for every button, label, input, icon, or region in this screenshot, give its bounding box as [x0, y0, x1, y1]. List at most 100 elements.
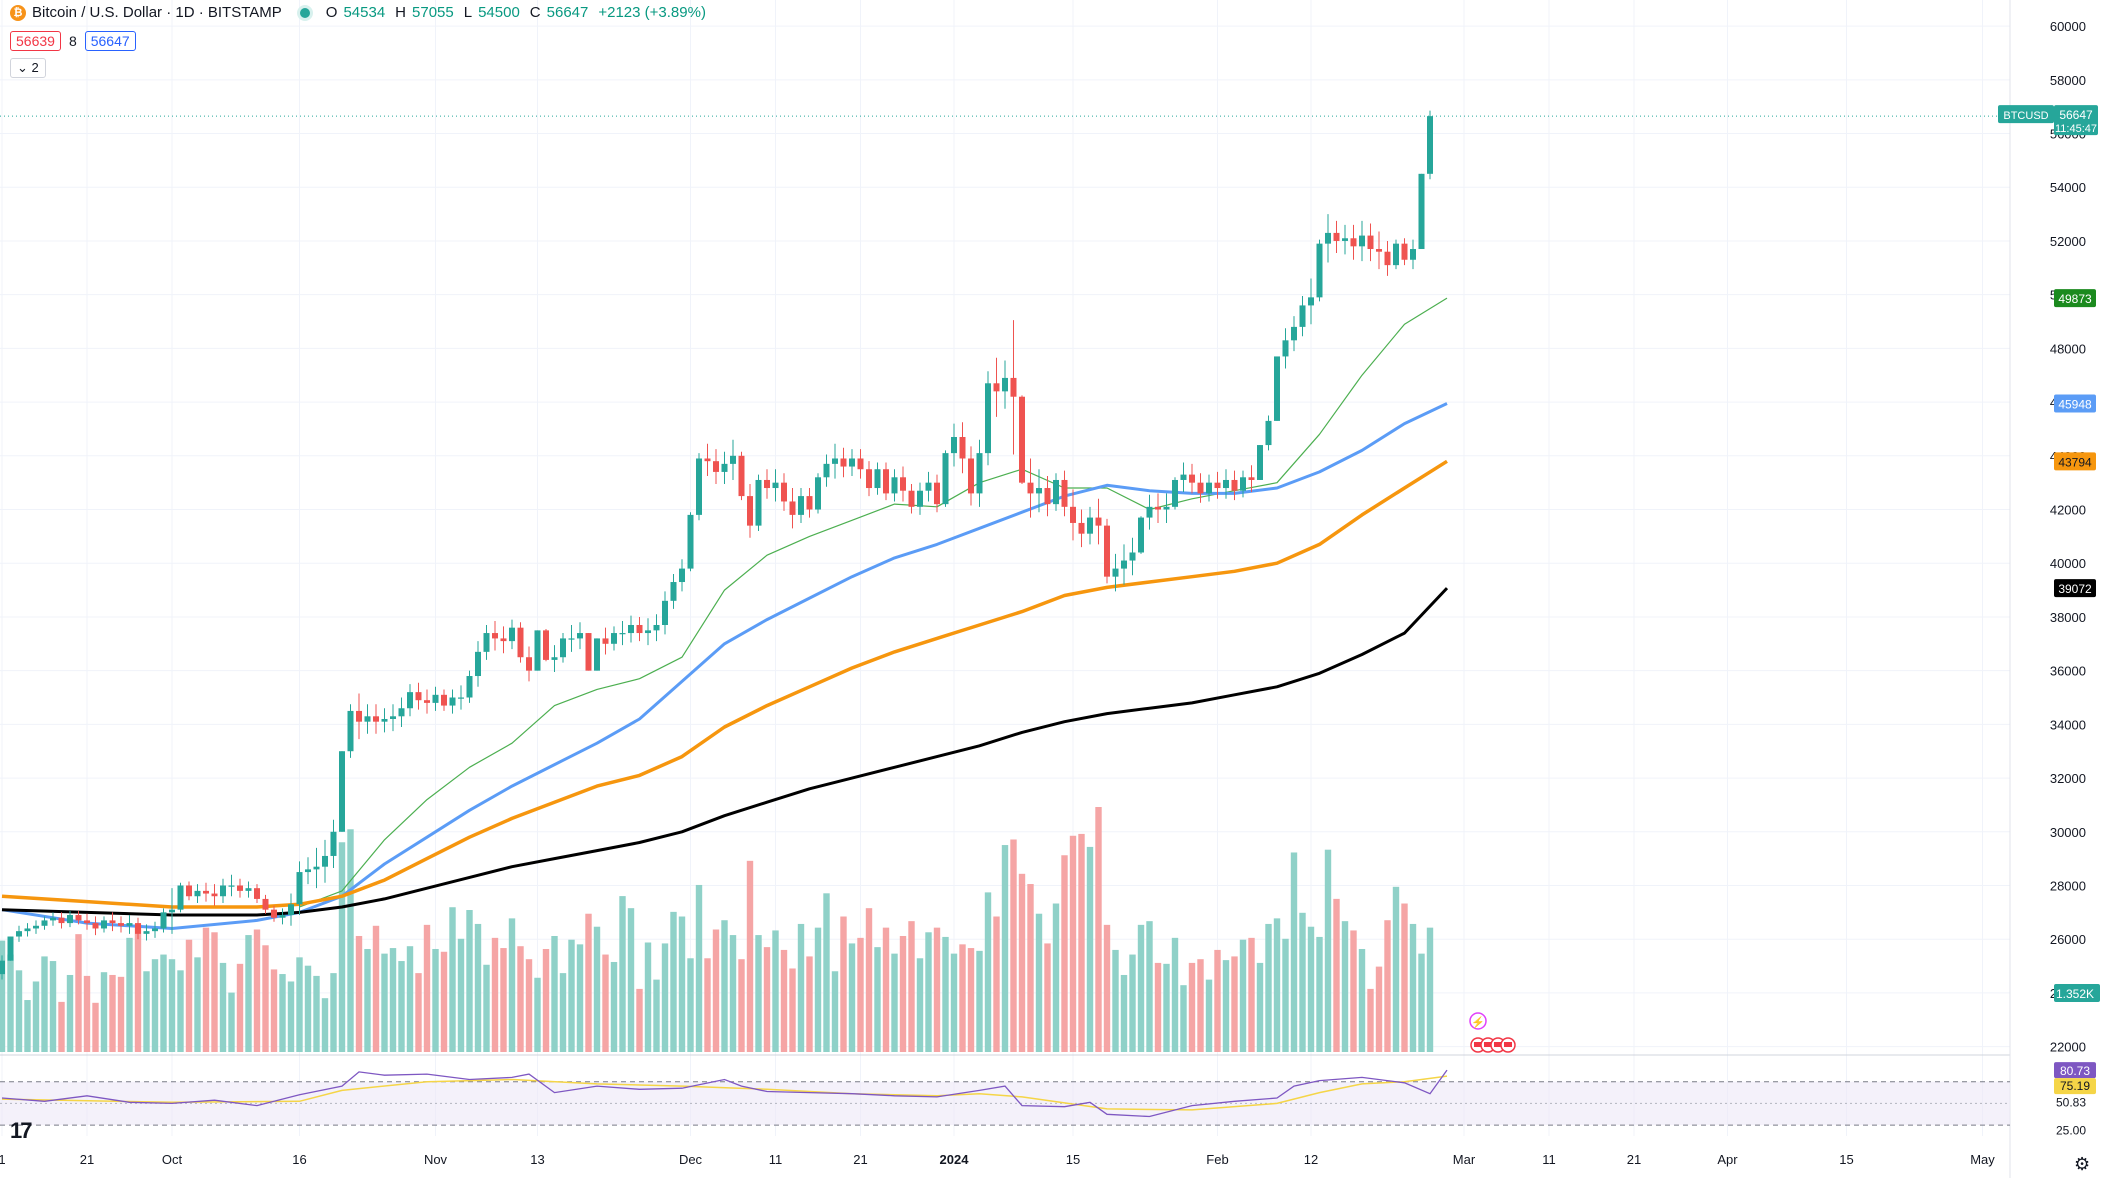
ma200-value-tag-bg [2054, 579, 2096, 598]
candle-body [1401, 243, 1408, 260]
ma200-value-tag: 39072 [2054, 579, 2096, 598]
volume-bar [483, 964, 490, 1052]
candle-body [186, 885, 192, 897]
volume-bar [253, 929, 261, 1052]
candle-body [866, 469, 872, 489]
volume-bar [432, 948, 439, 1052]
candle-body [662, 600, 668, 625]
y-tick-label: 40000 [2050, 556, 2086, 571]
candle-body [1036, 488, 1042, 494]
x-tick-label: Mar [1453, 1152, 1476, 1167]
candle-body [772, 482, 779, 489]
y-tick-label: 22000 [2050, 1040, 2086, 1055]
volume-bar [1120, 974, 1128, 1052]
volume-bar [372, 925, 380, 1052]
volume-bar [687, 958, 694, 1052]
candle-body [1223, 479, 1229, 489]
ma200-line [1, 587, 1449, 917]
volume-bar [568, 939, 575, 1052]
x-tick-label: 13 [530, 1152, 544, 1167]
symbol-title[interactable]: Bitcoin / U.S. Dollar · 1D · BITSTAMP [32, 4, 282, 21]
candle-body [891, 477, 898, 494]
volume-bar [211, 932, 218, 1052]
volume-bar [695, 884, 703, 1052]
candle-body [526, 657, 532, 671]
sell-button[interactable]: 56639 [10, 31, 61, 51]
candle-body [1359, 235, 1365, 247]
y-tick-label: 28000 [2050, 878, 2086, 893]
candle-body [1010, 377, 1017, 397]
time-axis[interactable]: 1 21 Oct 16 Nov 13 Dec 11 21 2024 15 Feb 12 Mar 11 21 Ap… [0, 1152, 1995, 1167]
candle-body [92, 923, 99, 929]
volume-bar [1239, 939, 1247, 1052]
volume-bar [848, 943, 856, 1052]
x-tick-label: 2024 [940, 1152, 970, 1167]
candle-body [228, 885, 235, 887]
candle-body [1308, 297, 1314, 306]
volume-bar [1316, 936, 1323, 1052]
flag-mark [1474, 1042, 1482, 1047]
candle-body [849, 458, 855, 467]
gear-icon[interactable]: ⚙ [2074, 1154, 2091, 1174]
event-markers[interactable]: ⚡ [1469, 1012, 1516, 1053]
candle-body [1129, 552, 1136, 561]
candle-body [1197, 482, 1204, 494]
x-tick-label: 21 [853, 1152, 867, 1167]
candle-body [415, 692, 422, 701]
ma50-value-tag: 45948 [2054, 394, 2096, 413]
candle-body [1384, 251, 1391, 266]
volume-bar [15, 970, 23, 1052]
ma100-value-tag-text: 43794 [2058, 455, 2092, 469]
volume-bar [1392, 886, 1400, 1052]
candle-body [568, 638, 575, 640]
open-label: O [325, 4, 338, 21]
tradingview-logo[interactable]: 17 [10, 1118, 33, 1143]
candle-body [721, 463, 728, 472]
volume-bar [576, 944, 584, 1052]
candle-body [1333, 232, 1340, 241]
candle-body [7, 936, 14, 961]
volume-bar [814, 927, 822, 1052]
volume-bar [1180, 985, 1187, 1052]
y-tick-label: 26000 [2050, 932, 2086, 947]
volume-bar [1044, 943, 1051, 1052]
volume-bar [1052, 903, 1060, 1052]
candle-body [50, 917, 56, 921]
volume-bar [840, 916, 847, 1052]
y-tick-label: 30000 [2050, 825, 2086, 840]
ma20-line [299, 297, 1448, 908]
buy-button[interactable]: 56647 [84, 31, 136, 51]
candle-body [1316, 243, 1323, 298]
flash-icon: ⚡ [1469, 1012, 1487, 1030]
rsi-pane[interactable] [0, 1069, 2010, 1126]
volume-bar [449, 907, 456, 1052]
flash-icon-glyph: ⚡ [1471, 1016, 1485, 1029]
volume-bar [755, 935, 762, 1052]
volume-bar [304, 965, 312, 1052]
candle-body [330, 831, 337, 856]
y-tick-label: 60000 [2050, 19, 2086, 34]
candle-body [1061, 479, 1068, 507]
volume-bar [1299, 912, 1306, 1052]
candle-body [1095, 517, 1102, 526]
volume-bar [1290, 852, 1298, 1052]
volume-bar [806, 956, 813, 1052]
indicators-collapse-button[interactable]: ⌄ 2 [10, 58, 46, 78]
candle-body [390, 716, 396, 719]
candle-body [41, 920, 48, 926]
candlesticks[interactable] [0, 110, 1433, 980]
volume-bar [857, 937, 864, 1052]
price-axis[interactable]: 6000058000560005400052000500004800046000… [2050, 19, 2086, 1137]
volume-bar [1078, 833, 1085, 1052]
y-tick-label: 58000 [2050, 73, 2086, 88]
candle-body [959, 437, 966, 459]
candle-body [313, 866, 320, 870]
volume-bar [508, 918, 516, 1052]
volume-bar [66, 974, 74, 1052]
candle-body [517, 627, 524, 658]
x-tick-label: 12 [1304, 1152, 1318, 1167]
candle-body [534, 630, 541, 671]
volume-bar [670, 911, 677, 1052]
